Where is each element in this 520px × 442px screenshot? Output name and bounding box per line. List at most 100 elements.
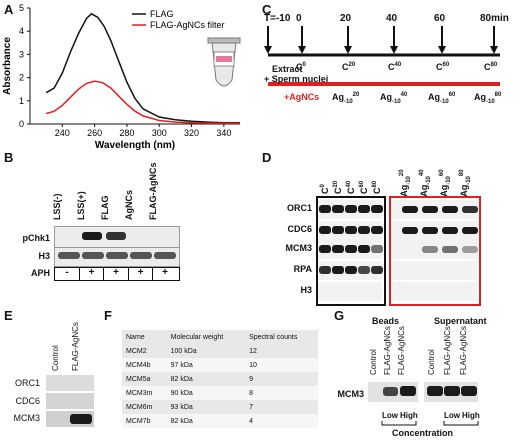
c-sample-label: C80 bbox=[484, 62, 497, 72]
g-low-1: Low bbox=[382, 411, 398, 420]
d-lane-ag: Ag-1080 bbox=[459, 169, 472, 196]
g-lane-label: FLAG-AgNCs bbox=[397, 326, 406, 375]
time-arrow-head bbox=[438, 46, 446, 54]
e-lane-flag-agncs: FLAG-AgNCs bbox=[71, 322, 80, 371]
time-label: 80min bbox=[480, 13, 509, 24]
ms-header-counts: Spectral counts bbox=[249, 333, 298, 341]
series-line-flag-agncs bbox=[45, 80, 240, 125]
ag-sample-label: Ag-1040 bbox=[380, 92, 407, 105]
label-base: Ag bbox=[332, 92, 344, 102]
c-sample-label: C20 bbox=[342, 62, 355, 72]
label-base: C bbox=[320, 187, 330, 195]
d-agnc-frame bbox=[389, 196, 481, 306]
d-row-label: MCM3 bbox=[285, 243, 313, 253]
label-base: Ag bbox=[380, 92, 392, 102]
y-tick-label: 1 bbox=[19, 96, 24, 106]
d-band-control bbox=[345, 245, 357, 253]
band-h3-4 bbox=[130, 252, 152, 259]
g-concentration-label: Concentration bbox=[392, 428, 454, 438]
d-lane-c: C40 bbox=[346, 181, 356, 194]
e-row-mcm3: MCM3 bbox=[13, 413, 41, 423]
d-band-control bbox=[345, 266, 357, 274]
ms-row: MCM2 100 kDa 12 bbox=[122, 344, 318, 358]
ms-cell-name: MCM7b bbox=[126, 417, 151, 425]
legend-entry: FLAG bbox=[150, 9, 174, 19]
y-tick-label: 3 bbox=[19, 49, 24, 59]
d-band-agnc bbox=[462, 206, 478, 213]
g-group-supernatant: Supernatant bbox=[434, 316, 487, 326]
label-sub: -10 bbox=[486, 98, 495, 105]
row-label-h3: H3 bbox=[38, 251, 50, 261]
d-band-agnc bbox=[402, 206, 418, 213]
d-band-agnc bbox=[442, 227, 458, 234]
timeline-arrows bbox=[264, 26, 500, 86]
label-base: Ag bbox=[399, 184, 410, 197]
d-band-control bbox=[371, 245, 383, 253]
d-lane-ag: Ag-1060 bbox=[439, 169, 452, 196]
ms-row: MCM4b 97 kDa 10 bbox=[122, 358, 318, 372]
g-band-beads-high bbox=[400, 386, 416, 396]
ag-sample-label: Ag-1020 bbox=[332, 92, 359, 105]
x-tick-label: 240 bbox=[55, 128, 70, 138]
band-h3-2 bbox=[82, 252, 104, 259]
d-blot-bg-control bbox=[318, 282, 382, 301]
label-sup: 20 bbox=[333, 180, 339, 188]
g-low-2: Low bbox=[444, 411, 460, 420]
b-lane-label: FLAG bbox=[100, 195, 110, 221]
d-blot-bg-agnc bbox=[391, 282, 477, 301]
label-sup: 80 bbox=[490, 62, 498, 68]
time-arrow-head bbox=[298, 46, 306, 54]
ag-sample-label: Ag-1080 bbox=[474, 92, 501, 105]
label-sup: 80 bbox=[372, 180, 378, 188]
ms-cell-name: MCM2 bbox=[126, 347, 147, 355]
d-band-control bbox=[358, 205, 370, 213]
ms-cell-name: MCM4b bbox=[126, 361, 151, 369]
g-lane-label: FLAG-AgNCs bbox=[443, 326, 452, 375]
panel-label-a: A bbox=[4, 2, 14, 17]
d-row-label: CDC6 bbox=[287, 224, 312, 234]
panel-label-d: D bbox=[262, 150, 272, 165]
label-base: Ag bbox=[459, 184, 470, 197]
x-tick-label: 260 bbox=[87, 128, 102, 138]
band-pchk1-lss-plus bbox=[82, 232, 102, 240]
d-band-agnc bbox=[402, 227, 418, 234]
aph-divider bbox=[127, 267, 129, 280]
panel-label-b: B bbox=[4, 150, 14, 165]
label-sup: 0 bbox=[302, 62, 306, 68]
d-band-control bbox=[332, 205, 344, 213]
ms-header-mw: Molecular weight bbox=[170, 333, 224, 341]
g-row-mcm3: MCM3 bbox=[337, 389, 365, 399]
aph-box bbox=[54, 267, 180, 281]
e-band-mcm3 bbox=[70, 414, 92, 424]
aph-sign: + bbox=[137, 267, 144, 278]
label-base: Ag bbox=[428, 92, 440, 102]
x-tick-label: 340 bbox=[216, 128, 231, 138]
g-band-beads-low bbox=[383, 387, 398, 396]
label-sup: 40 bbox=[346, 180, 352, 188]
ms-cell-counts: 4 bbox=[249, 417, 253, 425]
d-band-control bbox=[319, 226, 331, 234]
aph-sign: + bbox=[113, 267, 119, 278]
d-band-control bbox=[358, 266, 370, 274]
d-band-agnc bbox=[422, 227, 438, 234]
time-label: 60 bbox=[434, 13, 446, 24]
band-h3-5 bbox=[154, 252, 176, 259]
e-blot-cdc6 bbox=[46, 393, 94, 409]
b-lane-label: AgNCs bbox=[124, 189, 134, 220]
agnc-label: +AgNCs bbox=[284, 92, 320, 102]
d-band-control bbox=[371, 205, 383, 213]
g-band-sup-high bbox=[461, 386, 477, 396]
g-bracket-2 bbox=[443, 421, 479, 426]
g-high-1: High bbox=[400, 411, 418, 420]
g-lane-label: FLAG-AgNCs bbox=[383, 326, 392, 375]
panel-label-f: F bbox=[104, 308, 112, 323]
g-lane-label: FLAG-AgNCs bbox=[459, 326, 468, 375]
time-label: 20 bbox=[340, 13, 352, 24]
g-band-sup-control bbox=[427, 386, 443, 396]
label-sup: 0 bbox=[320, 184, 326, 188]
label-base: Ag bbox=[439, 184, 450, 197]
d-band-control bbox=[332, 266, 344, 274]
g-group-beads: Beads bbox=[372, 316, 400, 326]
label-sub: -10 bbox=[406, 176, 412, 185]
label-base: Ag bbox=[474, 92, 486, 102]
